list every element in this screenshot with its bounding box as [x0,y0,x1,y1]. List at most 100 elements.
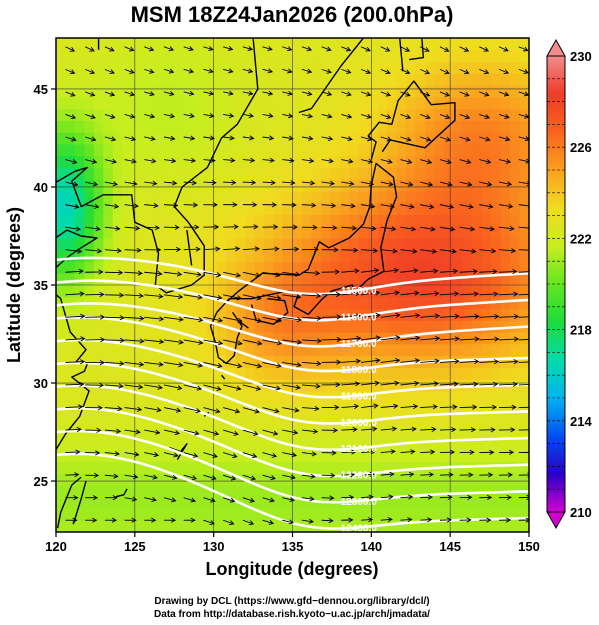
wind-vector [479,494,493,501]
wind-vector [65,313,86,319]
wind-vector [400,226,417,232]
wind-vector [321,336,342,343]
y-tick-label: 45 [34,82,48,97]
wind-vector [144,247,162,253]
wind-vector [282,452,298,458]
wind-vector [144,225,161,231]
wind-vector [124,46,135,52]
wind-vector [361,290,381,296]
wind-vector [341,247,359,253]
wind-vector [499,291,519,297]
wind-vector [183,497,196,503]
wind-vector [262,474,276,481]
wind-vector [341,203,356,209]
wind-vector [380,158,393,164]
wind-vector [163,384,183,391]
wind-vector [380,91,392,97]
wind-vector [242,407,260,414]
wind-vector [420,91,431,97]
wind-vector [65,114,77,120]
contour-label: 11600.0 [341,313,377,324]
wind-vector [282,113,294,119]
wind-vector [203,361,223,369]
wind-vector [85,360,105,366]
wind-vector [420,290,440,297]
wind-vector [341,113,353,119]
wind-vector [341,381,361,387]
wind-vector [439,336,461,342]
wind-vector [163,339,184,345]
wind-vector [223,407,241,414]
wind-vector [301,68,313,74]
wind-vector [459,181,473,187]
wind-vector [301,90,313,97]
coastline-segment [115,488,128,498]
wind-vector [459,136,471,142]
wind-vector [85,136,97,142]
wind-vector [499,494,512,501]
wind-vector [124,338,145,344]
wind-vector [163,294,184,300]
wind-vector [301,202,317,208]
wind-vector [144,68,155,74]
wind-vector [242,224,259,230]
wind-vector [518,429,529,431]
wind-vector [144,496,157,503]
wind-vector [282,68,293,74]
wind-vector [301,473,316,479]
wind-vector [439,426,457,433]
wind-vector [262,519,275,525]
wind-vector [282,46,293,52]
wind-vector [163,361,184,368]
wind-vector [163,271,183,277]
wind-vector [321,202,337,209]
wind-vector [65,181,79,187]
wind-vector [321,518,334,524]
wind-vector [163,407,182,413]
wind-vector [203,180,217,186]
wind-vector [282,135,294,141]
wind-vector [341,268,360,274]
wind-vector [380,449,396,455]
height-contour [56,429,529,504]
wind-vector [479,404,498,410]
y-ticks: 25 30 35 40 45 [34,82,56,489]
wind-vector [420,68,431,75]
wind-vector [144,474,158,480]
height-contour [56,315,529,373]
wind-vector [321,46,332,52]
wind-vector [380,357,401,364]
wind-vector [341,358,362,364]
wind-vector [124,247,142,253]
contour-label: 12400.0 [341,523,378,534]
wind-vector [498,203,514,209]
wind-vector [439,313,460,319]
wind-vector [85,495,99,501]
wind-vector [420,136,432,142]
x-tick-label: 140 [360,539,382,554]
wind-vector [361,471,375,477]
height-contour [56,302,529,348]
wind-vector [183,271,202,277]
wind-vector [400,268,419,274]
wind-vector [163,135,176,141]
wind-vector [361,267,380,274]
wind-vector [242,497,255,503]
wind-vector [124,384,144,390]
wind-vector [321,158,334,164]
wind-vector [262,384,282,391]
wind-vector [498,158,512,164]
wind-vector [499,449,515,455]
wind-vector [223,179,237,186]
wind-vector [223,339,243,346]
wind-vector [85,517,98,523]
wind-vector [85,248,103,254]
wind-vector [518,226,529,229]
wind-vector [361,181,375,187]
wind-vector [479,248,497,254]
wind-vector [499,404,517,410]
height-contour [56,361,529,425]
wind-vector [124,136,137,142]
wind-vector [301,496,315,502]
wind-vector [203,339,224,346]
